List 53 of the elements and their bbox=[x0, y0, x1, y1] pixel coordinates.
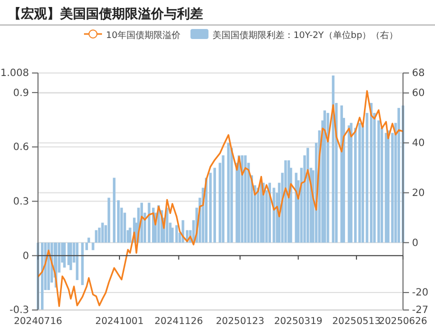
bar bbox=[238, 155, 240, 243]
bar bbox=[209, 172, 212, 243]
x-tick-label: 20250626 bbox=[378, 316, 428, 327]
y-tick-label: 0.6 bbox=[13, 142, 29, 154]
bar bbox=[358, 122, 361, 243]
legend-label: 10年国债期限溢价 bbox=[106, 30, 180, 41]
y2-tick-label: 60 bbox=[412, 88, 425, 100]
bar bbox=[350, 122, 352, 243]
y2-tick-label: 0 bbox=[412, 238, 418, 249]
bar bbox=[148, 202, 150, 243]
bar bbox=[76, 242, 78, 280]
bar bbox=[69, 242, 72, 270]
bar bbox=[306, 148, 310, 243]
y-tick-label: -0.3 bbox=[9, 305, 29, 316]
y-tick-label: 1.008 bbox=[0, 68, 29, 80]
y2-tick-label: -20 bbox=[412, 288, 428, 299]
y-tick-label: 0 bbox=[22, 250, 29, 262]
y2-tick-label: 68 bbox=[412, 68, 425, 80]
bar bbox=[101, 222, 104, 243]
chart-title: 【宏观】美国国债期限溢价与利差 bbox=[8, 6, 203, 22]
bar bbox=[166, 208, 168, 243]
bar bbox=[94, 230, 98, 243]
bar bbox=[326, 112, 330, 243]
x-tick-label: 20250513 bbox=[332, 316, 381, 327]
bar bbox=[81, 242, 84, 286]
bar bbox=[370, 102, 373, 243]
bar bbox=[222, 155, 224, 243]
y-tick-label: 0.3 bbox=[13, 196, 29, 208]
bar bbox=[348, 125, 350, 243]
bar bbox=[213, 168, 216, 243]
y2-tick-label: 40 bbox=[412, 138, 425, 150]
y2-tick-label: 20 bbox=[412, 188, 425, 199]
bar bbox=[112, 178, 116, 243]
x-tick-label: 20241126 bbox=[154, 316, 203, 327]
bar bbox=[108, 198, 110, 243]
bar bbox=[377, 120, 380, 243]
bar bbox=[175, 225, 178, 243]
x-tick-label: 20240716 bbox=[14, 316, 62, 327]
bar bbox=[63, 242, 66, 268]
bar bbox=[284, 160, 287, 243]
bar bbox=[397, 108, 400, 243]
bar bbox=[227, 142, 230, 243]
line-series bbox=[37, 90, 404, 307]
bar bbox=[92, 242, 94, 250]
bar bbox=[244, 155, 247, 243]
legend-label: 美国国债期限利差：10Y-2Y（单位bp）（右） bbox=[212, 30, 398, 41]
y2-tick-label: -27 bbox=[412, 305, 428, 316]
bar bbox=[386, 130, 390, 243]
y-tick-label: 0.9 bbox=[13, 88, 29, 99]
bar bbox=[323, 110, 326, 243]
x-tick-label: 20250123 bbox=[216, 316, 264, 327]
x-tick-label: 20250319 bbox=[274, 316, 322, 327]
x-tick-label: 20241001 bbox=[95, 316, 144, 327]
